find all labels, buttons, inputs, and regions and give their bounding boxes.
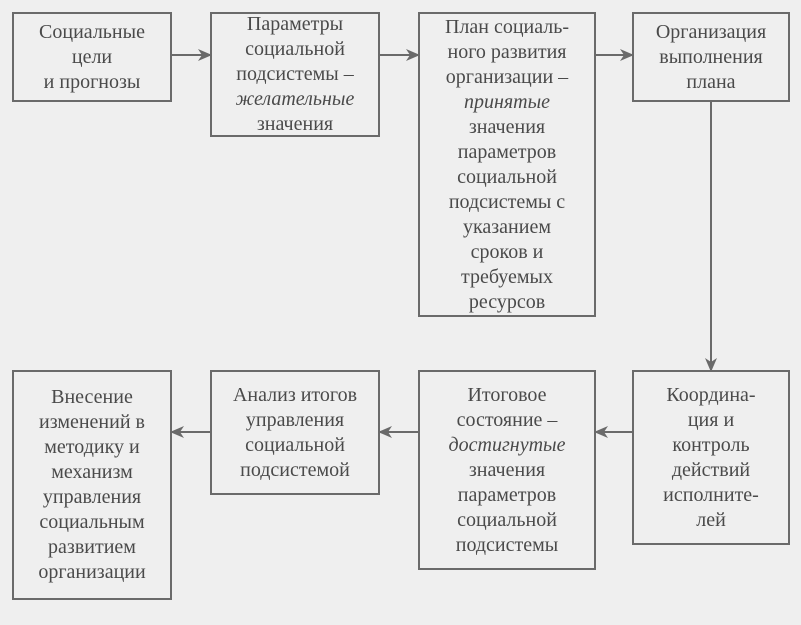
- node-coordination-control: Координа-ция иконтрольдействийисполните-…: [632, 370, 790, 545]
- node-subsystem-params-text: Параметрысоциальнойподсистемы –желательн…: [236, 12, 355, 137]
- node-results-analysis-text: Анализ итоговуправлениясоциальнойподсист…: [233, 383, 357, 483]
- node-method-revision: Внесениеизменений вметодику имеханизмупр…: [12, 370, 172, 600]
- node-results-analysis: Анализ итоговуправлениясоциальнойподсист…: [210, 370, 380, 495]
- node-method-revision-text: Внесениеизменений вметодику имеханизмупр…: [38, 385, 145, 585]
- node-subsystem-params: Параметрысоциальнойподсистемы –желательн…: [210, 12, 380, 137]
- node-development-plan-text: План социаль-ного развитияорганизации –п…: [445, 15, 569, 315]
- node-plan-execution: Организациявыполненияплана: [632, 12, 790, 102]
- node-goals-forecasts: Социальныецелии прогнозы: [12, 12, 172, 102]
- node-final-state: Итоговоесостояние –достигнутыезначенияпа…: [418, 370, 596, 570]
- node-development-plan: План социаль-ного развитияорганизации –п…: [418, 12, 596, 317]
- node-goals-forecasts-text: Социальныецелии прогнозы: [39, 20, 145, 95]
- node-final-state-text: Итоговоесостояние –достигнутыезначенияпа…: [449, 383, 566, 558]
- node-coordination-control-text: Координа-ция иконтрольдействийисполните-…: [663, 383, 759, 533]
- flowchart: { "type": "flowchart", "background_color…: [0, 0, 801, 625]
- node-plan-execution-text: Организациявыполненияплана: [656, 20, 766, 95]
